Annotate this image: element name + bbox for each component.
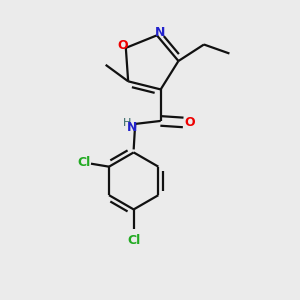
Text: O: O [117,39,128,52]
Text: O: O [184,116,195,129]
Text: Cl: Cl [78,156,91,169]
Text: N: N [155,26,166,39]
Text: N: N [127,121,137,134]
Text: Cl: Cl [127,234,140,247]
Text: H: H [123,118,131,128]
